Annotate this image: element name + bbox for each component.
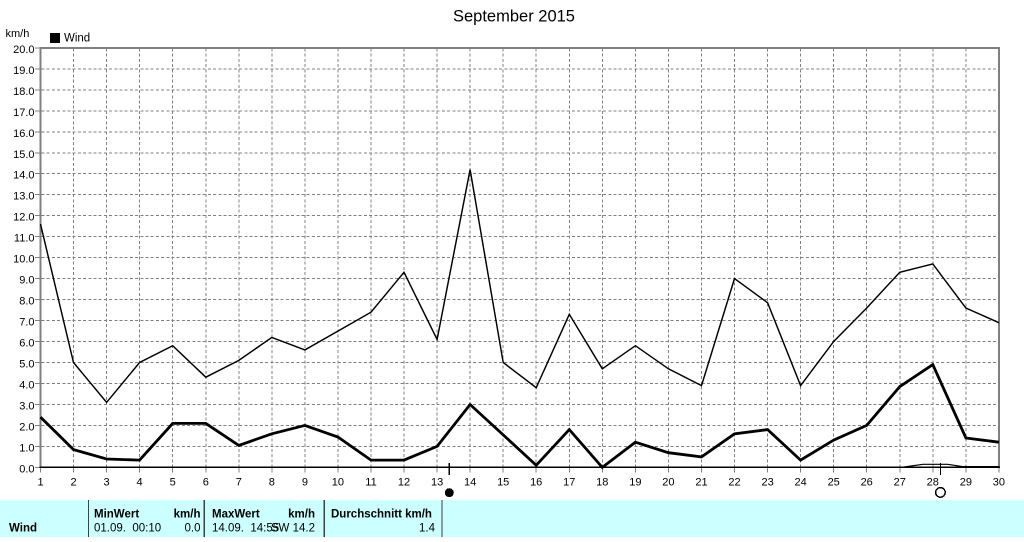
svg-text:September 2015: September 2015 (453, 8, 575, 26)
svg-text:18: 18 (596, 477, 608, 489)
svg-text:21: 21 (695, 477, 707, 489)
svg-text:18.0: 18.0 (13, 86, 34, 98)
svg-text:14.0: 14.0 (13, 170, 34, 182)
svg-text:8: 8 (269, 477, 275, 489)
svg-text:3.0: 3.0 (19, 401, 34, 413)
svg-text:5: 5 (170, 477, 176, 489)
svg-text:3: 3 (104, 477, 110, 489)
svg-text:11: 11 (365, 477, 376, 489)
svg-text:29: 29 (960, 477, 972, 489)
svg-text:28: 28 (927, 477, 939, 489)
svg-text:1.0: 1.0 (19, 442, 34, 454)
svg-text:6: 6 (203, 477, 209, 489)
svg-text:13.0: 13.0 (13, 191, 34, 203)
svg-text:4.0: 4.0 (19, 380, 34, 392)
svg-text:01.09. 00:10: 01.09. 00:10 (94, 523, 161, 535)
svg-text:km/h: km/h (6, 28, 30, 40)
svg-text:10.0: 10.0 (13, 254, 34, 266)
svg-text:30: 30 (993, 477, 1005, 489)
svg-text:SW 14.2: SW 14.2 (271, 523, 315, 535)
svg-text:Durchschnitt km/h: Durchschnitt km/h (331, 509, 432, 521)
svg-text:14.09. 14:55: 14.09. 14:55 (212, 523, 279, 535)
svg-text:27: 27 (894, 477, 906, 489)
svg-text:12: 12 (398, 477, 410, 489)
svg-text:24: 24 (794, 477, 806, 489)
svg-text:19.0: 19.0 (13, 65, 34, 77)
svg-text:11.0: 11.0 (14, 233, 35, 245)
svg-text:13: 13 (431, 477, 443, 489)
svg-text:6.0: 6.0 (19, 338, 34, 350)
svg-text:Wind: Wind (64, 33, 90, 45)
svg-text:20: 20 (662, 477, 674, 489)
svg-text:9.0: 9.0 (19, 275, 34, 287)
svg-text:5.0: 5.0 (19, 359, 34, 371)
svg-text:25: 25 (828, 477, 840, 489)
svg-text:12.0: 12.0 (13, 212, 34, 224)
svg-text:km/h: km/h (288, 509, 315, 521)
svg-text:7: 7 (236, 477, 242, 489)
svg-text:1: 1 (37, 477, 43, 489)
svg-text:Wind: Wind (9, 523, 37, 535)
svg-text:22: 22 (728, 477, 740, 489)
svg-text:14: 14 (464, 477, 476, 489)
svg-text:15.0: 15.0 (13, 149, 34, 161)
svg-text:16: 16 (530, 477, 542, 489)
svg-text:2: 2 (70, 477, 76, 489)
svg-text:2.0: 2.0 (19, 421, 34, 433)
svg-text:16.0: 16.0 (13, 128, 34, 140)
svg-text:MinWert: MinWert (94, 509, 139, 521)
svg-text:4: 4 (137, 477, 143, 489)
svg-text:23: 23 (761, 477, 773, 489)
svg-text:0.0: 0.0 (19, 463, 34, 475)
svg-text:20.0: 20.0 (13, 44, 34, 56)
svg-text:MaxWert: MaxWert (212, 509, 260, 521)
svg-text:1.4: 1.4 (419, 523, 436, 535)
svg-text:0.0: 0.0 (185, 523, 201, 535)
svg-text:17.0: 17.0 (13, 107, 34, 119)
svg-text:8.0: 8.0 (19, 296, 34, 308)
svg-text:26: 26 (861, 477, 873, 489)
svg-text:7.0: 7.0 (19, 317, 34, 329)
svg-text:19: 19 (629, 477, 641, 489)
svg-text:10: 10 (332, 477, 344, 489)
svg-text:km/h: km/h (174, 509, 201, 521)
svg-text:17: 17 (563, 477, 575, 489)
svg-text:9: 9 (302, 477, 308, 489)
svg-text:15: 15 (497, 477, 509, 489)
